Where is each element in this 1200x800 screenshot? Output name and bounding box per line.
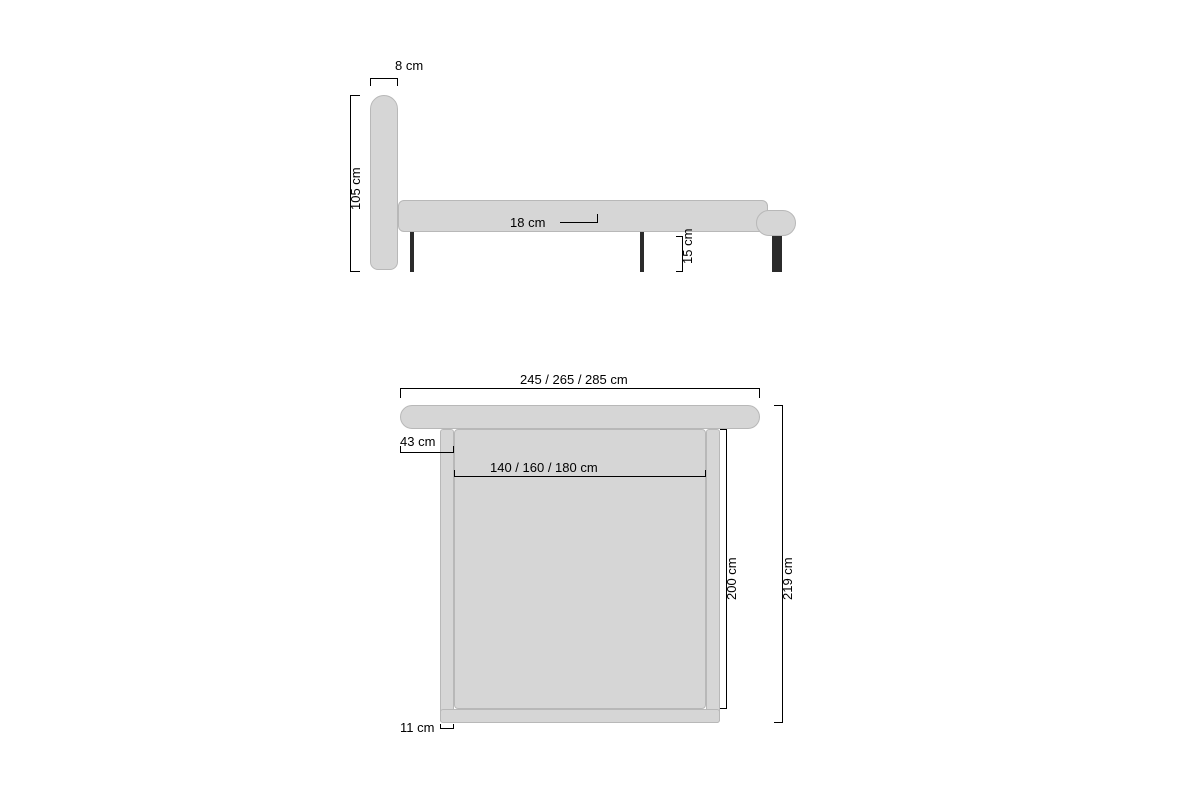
dim-label-8cm: 8 cm (395, 58, 423, 73)
dim-tick (350, 95, 360, 96)
dim-tick (774, 722, 782, 723)
dim-label-43cm: 43 cm (400, 434, 435, 449)
dim-tick (454, 470, 455, 476)
dim-label-105cm: 105 cm (348, 167, 363, 210)
dim-tick (370, 78, 371, 86)
dim-label-219cm: 219 cm (780, 557, 795, 600)
dim-label-15cm: 15 cm (680, 229, 695, 264)
dim-line (370, 78, 398, 79)
dim-label-overall-width: 245 / 265 / 285 cm (520, 372, 628, 387)
dim-tick (774, 405, 782, 406)
side-leg (410, 232, 414, 272)
dim-line (400, 388, 760, 389)
plan-headboard (400, 405, 760, 429)
dim-line (454, 476, 706, 477)
dim-label-11cm: 11 cm (400, 720, 434, 735)
dim-tick (705, 470, 706, 476)
dim-tick (720, 429, 726, 430)
dim-tick (676, 271, 682, 272)
dim-label-mattress-width: 140 / 160 / 180 cm (490, 460, 598, 475)
side-leg (640, 232, 644, 272)
dim-tick (597, 214, 598, 222)
dim-tick (400, 388, 401, 398)
dim-label-18cm: 18 cm (510, 215, 545, 230)
diagram-stage: { "meta": { "canvas": { "width": 1200, "… (0, 0, 1200, 800)
dim-tick (453, 724, 454, 728)
side-mattress (398, 200, 768, 232)
dim-label-200cm: 200 cm (724, 557, 739, 600)
plan-rail-foot (440, 709, 720, 723)
plan-rail-right (706, 429, 720, 723)
side-headboard (370, 95, 398, 270)
dim-line (560, 222, 598, 223)
dim-tick (720, 708, 726, 709)
dim-tick (759, 388, 760, 398)
dim-tick (453, 446, 454, 452)
plan-rail-left (440, 429, 454, 723)
dim-tick (397, 78, 398, 86)
side-foot-leg (772, 236, 782, 272)
side-footroll (756, 210, 796, 236)
dim-line (400, 452, 454, 453)
dim-tick (350, 271, 360, 272)
dim-line (440, 728, 454, 729)
dim-tick (440, 724, 441, 728)
